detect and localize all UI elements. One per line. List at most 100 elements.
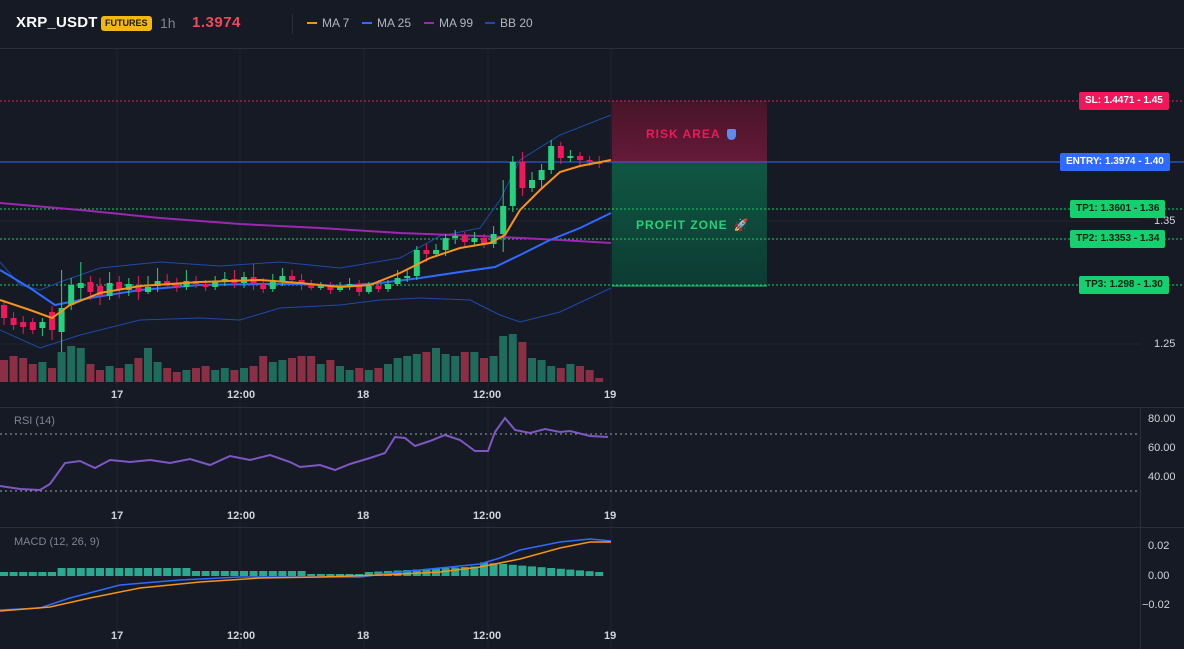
pane-divider[interactable] (0, 407, 1184, 408)
macd-bar (393, 570, 402, 576)
volume-bar (470, 352, 479, 382)
volume-bar (67, 346, 76, 382)
volume-bar (336, 366, 344, 382)
legend-ma7[interactable]: MA 7 (307, 16, 349, 30)
candle-body (145, 287, 151, 292)
tp3-level-tag[interactable]: TP3: 1.298 - 1.30 (1079, 276, 1169, 294)
price-tick: 1.25 (1154, 338, 1176, 350)
volume-bar (278, 360, 287, 382)
candle-body (461, 236, 468, 242)
volume-bar (451, 356, 460, 382)
macd-bar (326, 574, 335, 576)
volume-bar (547, 366, 556, 382)
candle-body (135, 285, 142, 292)
volume-bar (105, 366, 114, 382)
volume-bar (220, 368, 229, 382)
macd-bar (9, 572, 18, 576)
entry-level-tag[interactable]: ENTRY: 1.3974 - 1.40 (1060, 153, 1170, 171)
time-label: 19 (604, 630, 617, 642)
volume-bar (460, 352, 469, 382)
macd-bar (460, 567, 469, 576)
volume-bar (595, 378, 604, 382)
volume-bar (153, 362, 162, 382)
volume-bar (384, 364, 392, 382)
legend-ma99[interactable]: MA 99 (424, 16, 473, 30)
macd-bar (537, 567, 546, 576)
macd-title[interactable]: MACD (12, 26, 9) (14, 536, 100, 548)
profit-zone-box (612, 163, 767, 286)
volume-bar (489, 356, 498, 382)
volume-bar (230, 370, 239, 382)
candle-body (183, 281, 190, 287)
risk-area-label: RISK AREA (646, 127, 736, 141)
time-label: 12:00 (473, 630, 502, 642)
macd-bar (547, 568, 556, 576)
legend-bb20[interactable]: BB 20 (485, 16, 533, 30)
rsi-title[interactable]: RSI (14) (14, 415, 55, 427)
volume-bar (182, 370, 191, 382)
macd-bar (57, 568, 66, 576)
candle-body (557, 146, 564, 158)
macd-lines (0, 538, 612, 612)
candle-body (529, 180, 535, 188)
tp1-level-tag[interactable]: TP1: 1.3601 - 1.36 (1070, 200, 1166, 218)
bb-lower (0, 287, 612, 349)
ma7-path (0, 159, 612, 320)
sl-level-tag[interactable]: SL: 1.4471 - 1.45 (1079, 92, 1169, 110)
pane-divider[interactable] (0, 527, 1184, 528)
volume-bar (393, 358, 402, 382)
volume-bar (316, 364, 325, 382)
candle-body (87, 282, 94, 292)
symbol-title[interactable]: XRP_USDT (16, 14, 98, 31)
tp2-level-tag[interactable]: TP2: 1.3353 - 1.34 (1070, 230, 1166, 248)
macd-bar (220, 571, 229, 576)
candle-body (385, 284, 391, 289)
macd-bar (499, 564, 508, 576)
volume-bar (76, 348, 85, 382)
rsi-tick: 80.00 (1148, 413, 1176, 425)
ma25-swatch-icon (362, 22, 372, 24)
macd-bar (201, 571, 210, 576)
candle-body (29, 322, 36, 330)
candle-body (106, 283, 113, 296)
candle-body (375, 286, 382, 289)
candle-body (433, 250, 439, 254)
volume-bar (240, 368, 248, 382)
volume-bar (422, 352, 431, 382)
macd-bar (374, 571, 383, 576)
macd-bar (0, 572, 8, 576)
axis-divider (1140, 407, 1141, 649)
volume-bar (96, 370, 104, 382)
volume-bar (201, 366, 210, 382)
macd-bar (316, 574, 325, 576)
candle-body (20, 322, 27, 327)
candle-body (279, 276, 286, 282)
time-label: 12:00 (473, 510, 502, 522)
macd-bar (38, 572, 47, 576)
volume-bar (38, 362, 47, 382)
volume-bar (259, 356, 268, 382)
volume-bar (364, 370, 373, 382)
legend-ma25[interactable]: MA 25 (362, 16, 411, 30)
volume-bar (528, 358, 536, 382)
candle-body (317, 286, 324, 288)
interval-selector[interactable]: 1h (160, 15, 176, 31)
shield-icon (726, 128, 736, 140)
header-divider (292, 14, 293, 34)
volume-bars (0, 334, 604, 382)
time-label: 19 (604, 389, 617, 401)
volume-bar (124, 364, 133, 382)
rsi-line (0, 416, 609, 492)
rsi-tick: 40.00 (1148, 471, 1176, 483)
candle-body (548, 146, 555, 170)
last-price: 1.3974 (192, 14, 241, 31)
grid-lines (0, 49, 1140, 649)
volume-bar (86, 364, 95, 382)
time-label: 17 (111, 630, 124, 642)
header-divider-line (0, 48, 1184, 49)
candle-body (337, 287, 343, 290)
candle-body (577, 156, 583, 160)
candle-body (538, 170, 545, 180)
macd-bar (336, 574, 344, 576)
